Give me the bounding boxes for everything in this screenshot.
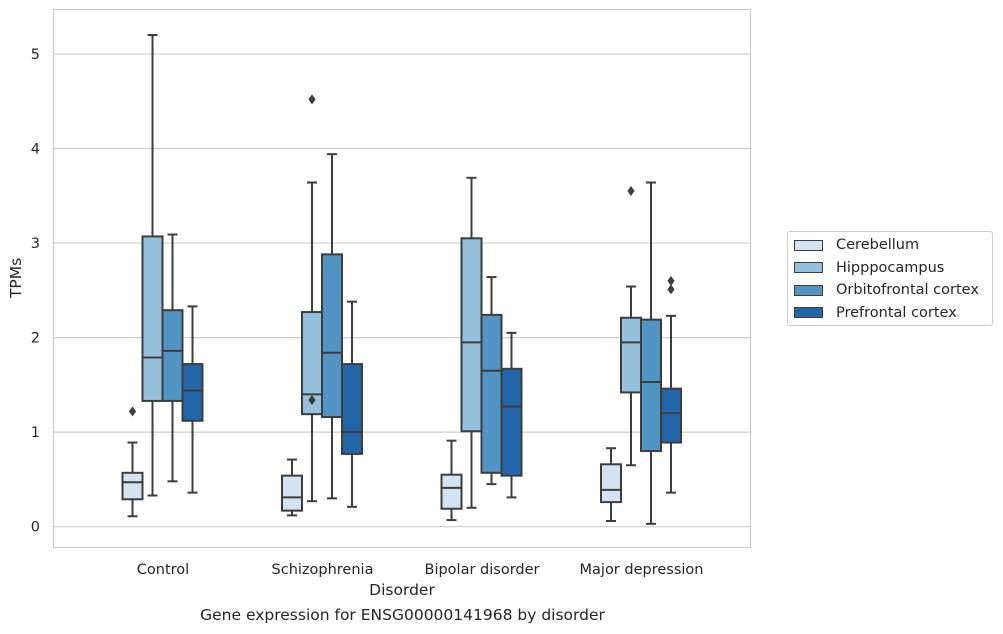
box-iqr — [480, 313, 503, 474]
box-orbitofrontal-cortex-major-depression — [640, 181, 662, 525]
legend-swatch-orbitofrontal-cortex — [794, 284, 823, 296]
outlier-point — [308, 94, 316, 105]
x-tick-label-control: Control — [137, 562, 189, 578]
box-hipppocampus-bipolar-disorder — [460, 176, 483, 509]
box-iqr — [500, 367, 523, 477]
legend-item-orbitofrontal-cortex: Orbitofrontal cortex — [794, 281, 979, 299]
box-iqr — [161, 309, 184, 402]
y-tick-label-4: 4 — [31, 141, 40, 157]
box-cerebellum-major-depression — [600, 447, 622, 523]
legend-item-hippocampus: Hipppocampus — [794, 259, 944, 277]
y-tick-label-1: 1 — [31, 425, 40, 441]
figure-caption: Gene expression for ENSG00000141968 by d… — [200, 606, 605, 624]
box-prefrontal-cortex-schizophrenia — [341, 300, 363, 508]
legend-item-cerebellum: Cerebellum — [794, 236, 919, 254]
y-tick-label-0: 0 — [31, 520, 40, 536]
x-tick-label-schizophrenia: Schizophrenia — [272, 562, 374, 578]
legend: Cerebellum Hipppocampus Orbitofrontal co… — [787, 231, 993, 326]
outlier-point — [667, 275, 675, 286]
box-iqr — [281, 474, 303, 512]
plot-area-frame — [52, 8, 752, 549]
y-tick-labels: 0 1 2 3 4 5 — [31, 47, 40, 536]
box-iqr — [341, 363, 363, 455]
box-iqr — [121, 471, 144, 501]
box-iqr — [181, 363, 204, 422]
x-tick-label-bipolar-disorder: Bipolar disorder — [425, 562, 540, 578]
legend-label-prefrontal-cortex: Prefrontal cortex — [836, 304, 957, 321]
box-hipppocampus-major-depression — [620, 186, 642, 467]
y-tick-label-5: 5 — [31, 47, 40, 63]
outlier-point — [308, 394, 316, 405]
box-orbitofrontal-cortex-schizophrenia — [321, 153, 343, 500]
box-prefrontal-cortex-bipolar-disorder — [500, 331, 523, 499]
box-cerebellum-bipolar-disorder — [440, 439, 463, 522]
legend-swatch-hippocampus — [794, 262, 823, 273]
box-orbitofrontal-cortex-control — [161, 233, 184, 483]
x-axis-label: Disorder — [369, 581, 435, 599]
legend-label-hippocampus: Hipppocampus — [836, 259, 945, 276]
x-tick-label-major-depression: Major depression — [580, 562, 704, 578]
box-iqr — [660, 387, 682, 444]
box-prefrontal-cortex-control — [181, 305, 204, 494]
box-iqr — [141, 235, 164, 402]
box-series — [121, 34, 682, 525]
outlier-point — [667, 284, 675, 295]
box-cerebellum-control — [121, 406, 144, 518]
box-cerebellum-schizophrenia — [281, 458, 303, 517]
y-axis-label: TPMs — [7, 258, 25, 299]
outlier-point — [128, 406, 137, 417]
legend-label-cerebellum: Cerebellum — [836, 237, 920, 253]
box-prefrontal-cortex-major-depression — [660, 275, 682, 494]
box-iqr — [460, 237, 483, 433]
x-tick-labels: Control Schizophrenia Bipolar disorder Majo… — [137, 562, 704, 578]
legend-swatch-prefrontal-cortex — [794, 307, 823, 318]
box-iqr — [640, 318, 662, 453]
box-iqr — [600, 463, 622, 504]
box-iqr — [620, 316, 642, 394]
box-iqr — [440, 473, 463, 510]
y-tick-label-3: 3 — [31, 236, 40, 252]
legend-label-orbitofrontal-cortex: Orbitofrontal cortex — [836, 282, 979, 298]
legend-item-prefrontal-cortex: Prefrontal cortex — [794, 304, 957, 322]
box-iqr — [321, 253, 343, 419]
outlier-point — [627, 186, 635, 197]
box-hipppocampus-control — [141, 34, 164, 497]
legend-swatch-cerebellum — [794, 239, 823, 251]
y-tick-label-2: 2 — [31, 331, 40, 347]
